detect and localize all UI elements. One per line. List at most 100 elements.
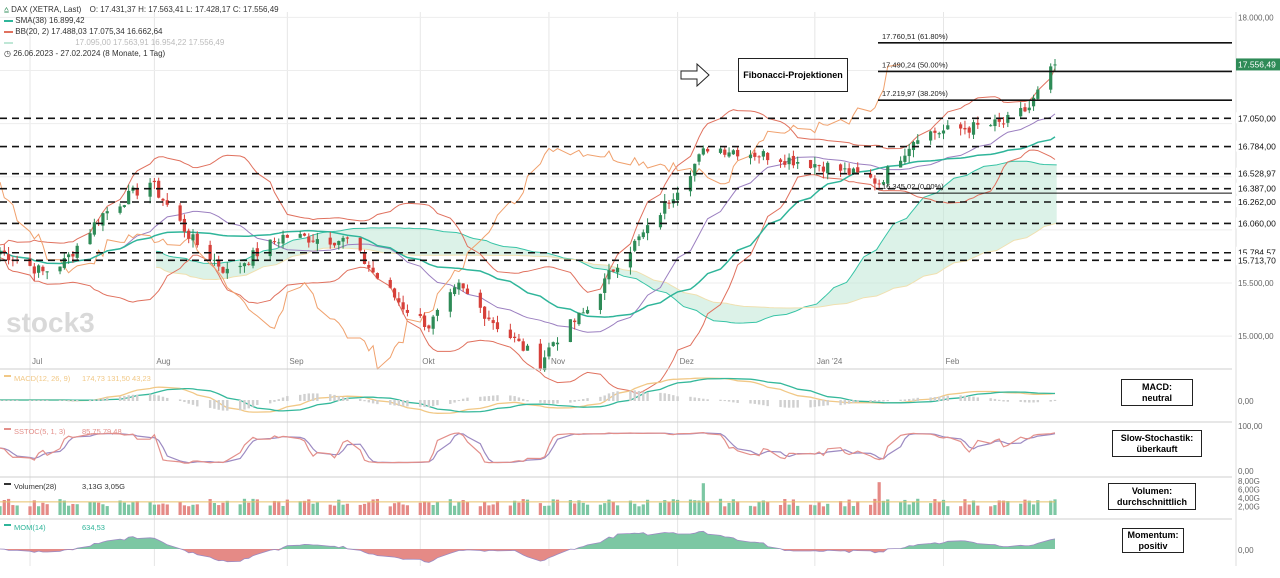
volume-bar xyxy=(135,501,139,515)
macd-histogram-bar xyxy=(702,398,705,401)
macd-histogram-bar xyxy=(989,398,992,401)
volume-bar xyxy=(92,502,96,515)
bb-legend-values: 17.488,03 17.075,34 16.662,64 xyxy=(51,27,163,36)
macd-histogram-bar xyxy=(483,396,486,401)
macd-histogram-bar xyxy=(88,400,92,402)
volume-bar xyxy=(693,500,697,515)
volume-bar xyxy=(58,499,62,515)
volume-bar xyxy=(547,505,551,515)
volume-bar xyxy=(598,504,603,515)
volume-bar xyxy=(551,499,555,515)
volume-bar xyxy=(671,499,675,515)
macd-histogram-bar xyxy=(106,397,109,401)
macd-histogram-bar xyxy=(573,400,576,402)
volume-bar xyxy=(152,504,156,515)
macd-histogram-bar xyxy=(393,400,396,406)
macd-histogram-bar xyxy=(123,395,126,401)
macd-histogram-bar xyxy=(942,396,945,401)
candle-body xyxy=(431,316,435,329)
candle-body xyxy=(573,320,577,323)
candle-body xyxy=(697,154,701,162)
volume-bar xyxy=(667,502,671,515)
volume-bar xyxy=(277,501,281,515)
macd-histogram-bar xyxy=(787,400,791,408)
candle-body xyxy=(298,234,302,238)
macd-histogram-bar xyxy=(178,399,182,401)
macd-histogram-bar xyxy=(732,400,735,403)
macd-histogram-bar xyxy=(783,400,787,408)
volume-bar xyxy=(577,500,581,515)
candle-body xyxy=(247,263,251,265)
macd-histogram-bar xyxy=(136,394,139,401)
volume-bar xyxy=(826,503,830,515)
macd-histogram-bar xyxy=(221,400,225,411)
candle-body xyxy=(397,298,401,303)
candle-body xyxy=(272,241,277,243)
volume-axis-label: 6,00G xyxy=(1238,486,1260,495)
macd-histogram-bar xyxy=(727,400,731,402)
candle-body xyxy=(817,165,821,167)
volume-bar xyxy=(302,500,307,515)
macd-histogram-bar xyxy=(183,400,186,403)
level-tag-bg xyxy=(1236,254,1280,266)
candle-body xyxy=(796,162,800,164)
candle-body xyxy=(907,148,911,157)
candle-body xyxy=(736,149,740,157)
candles xyxy=(0,58,1057,372)
macd-histogram-bar xyxy=(552,400,555,404)
macd-histogram-bar xyxy=(33,400,36,401)
month-label: Nov xyxy=(551,357,565,366)
candle-body xyxy=(543,357,547,371)
volume-bar xyxy=(1023,499,1027,515)
volume-bar xyxy=(911,501,916,515)
volume-bar xyxy=(521,499,525,515)
candle-body xyxy=(976,122,980,125)
candle-body xyxy=(182,218,187,232)
macd-histogram-bar xyxy=(946,395,949,401)
macd-histogram-bar xyxy=(187,400,190,404)
volume-bar xyxy=(401,504,405,515)
macd-histogram-bar xyxy=(479,396,482,401)
volume-bar xyxy=(976,505,980,515)
candle-body xyxy=(251,250,255,266)
macd-histogram-bar xyxy=(577,399,581,401)
candle-body xyxy=(851,168,856,174)
candle-body xyxy=(937,133,941,135)
macd-histogram-bar xyxy=(337,396,341,401)
volume-bar xyxy=(959,506,963,515)
candle-body xyxy=(277,242,281,244)
macd-signal-line xyxy=(0,377,1056,413)
volume-bar xyxy=(508,505,512,515)
volume-bar xyxy=(791,499,795,515)
volume-bar xyxy=(358,504,362,515)
level-tag-bg xyxy=(1236,196,1280,208)
month-label: Sep xyxy=(289,357,304,366)
volume-bar xyxy=(989,506,993,515)
volume-bar xyxy=(405,505,410,515)
fib-title: Fibonacci-Projektionen xyxy=(743,70,843,80)
volume-bar xyxy=(101,504,105,515)
volume-bar xyxy=(963,499,967,515)
macd-histogram-bar xyxy=(97,399,100,401)
volume-bar xyxy=(997,500,1001,515)
candle-body xyxy=(401,302,405,310)
macd-histogram-bar xyxy=(419,400,422,407)
macd-histogram-bar xyxy=(461,398,465,401)
volume-bar xyxy=(75,504,79,515)
candle-body xyxy=(422,315,427,327)
volume-bar xyxy=(868,504,873,515)
candle-body xyxy=(92,222,96,235)
last-price-tag-bg xyxy=(1236,58,1280,71)
volume-bar xyxy=(225,500,229,515)
candle-body xyxy=(392,288,397,298)
candle-body xyxy=(899,160,903,168)
bb-legend: BB(20, 2) 17.488,03 17.075,34 16.662,64 xyxy=(4,27,162,36)
volume-bar xyxy=(11,505,15,515)
kijun-line xyxy=(0,113,1056,333)
volume-bar xyxy=(435,501,440,515)
candle-body xyxy=(2,250,6,253)
volume-bar xyxy=(723,506,727,515)
macd-histogram-bar xyxy=(603,395,606,401)
bb-legend-icon xyxy=(4,30,13,33)
volume-bar xyxy=(375,498,379,515)
